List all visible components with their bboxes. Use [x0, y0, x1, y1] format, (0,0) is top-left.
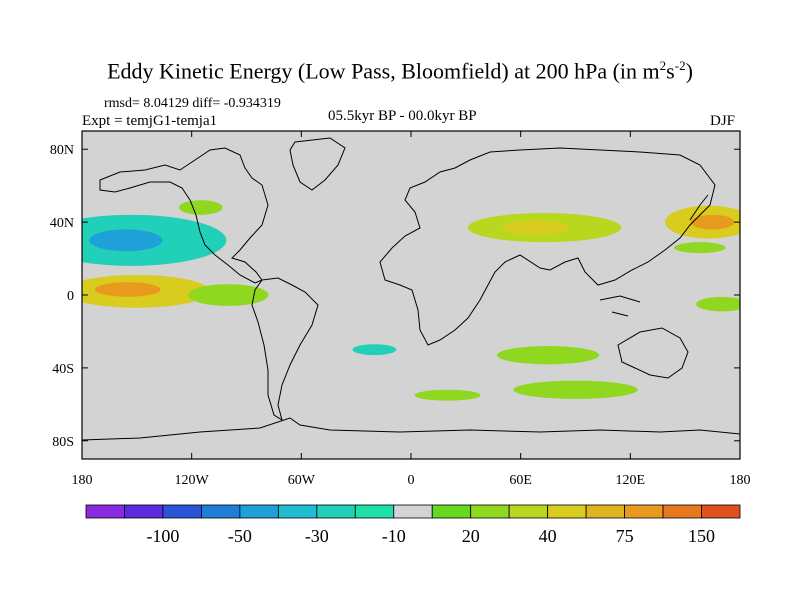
anomaly-east-pacific-positive	[188, 284, 269, 306]
experiment-label: Expt = temjG1-temja1	[82, 113, 218, 129]
anomaly-australia-east-negative	[630, 338, 675, 354]
anomaly-indian-ocean-positive	[496, 346, 600, 365]
colorbar-box	[701, 504, 741, 519]
colorbar-boxes	[85, 504, 741, 519]
lon-label: 180	[730, 473, 751, 488]
stats-text: rmsd= 8.04129 diff= -0.934319	[104, 96, 281, 111]
colorbar-box	[431, 504, 472, 519]
colorbar-box	[662, 504, 702, 519]
anomaly-tropical-pacific-core	[94, 282, 161, 297]
anomaly-canada-positive	[178, 200, 223, 215]
colorbar-label: -50	[228, 526, 252, 546]
anomaly-north-pacific-core	[89, 229, 163, 252]
lon-label: 60W	[288, 473, 316, 488]
colorbar-label: 150	[688, 526, 715, 546]
colorbar-box	[162, 504, 202, 519]
colorbar-box	[470, 504, 510, 519]
period-label: 05.5kyr BP - 00.0kyr BP	[328, 108, 477, 124]
axis-ticks	[81, 131, 741, 459]
anomaly-south-atlantic-positive	[414, 389, 481, 401]
anomaly-southeast-pacific-negative	[82, 358, 152, 377]
anomaly-south-pacific-far-negative	[82, 402, 139, 414]
lon-label: 180	[72, 473, 93, 488]
lat-label: 40N	[50, 216, 74, 231]
colorbar-box	[316, 504, 356, 519]
axis-labels: 80N 40N 0 40S 80S 180 120W 60W 0 60E 120E 180	[50, 143, 751, 488]
colorbar-label: 20	[462, 526, 480, 546]
anomaly-southwest-pacific-positive	[696, 296, 740, 312]
anomaly-arabia-negative	[487, 251, 525, 266]
colorbar-box	[201, 504, 241, 519]
colorbar-box	[547, 504, 587, 519]
colorbar-box	[354, 504, 395, 519]
anomaly-southern-ocean-core	[352, 344, 397, 356]
colorbar-label: -100	[146, 526, 179, 546]
lon-label: 120E	[616, 473, 646, 488]
plot-title: Eddy Kinetic Energy (Low Pass, Bloomfiel…	[107, 58, 693, 84]
anomaly-regions	[82, 143, 740, 414]
colorbar-box	[85, 504, 125, 519]
anomaly-alaska-negative	[82, 178, 137, 193]
lat-label: 80S	[52, 435, 74, 450]
lat-label: 80N	[50, 143, 74, 158]
lon-label: 60E	[509, 473, 532, 488]
colorbar-box	[624, 504, 664, 519]
lat-label: 40S	[52, 362, 74, 377]
lon-label: 0	[408, 473, 415, 488]
colorbar-labels: -100 -50 -30 -10 20 40 75 150	[146, 526, 715, 546]
colorbar-box	[393, 504, 433, 519]
anomaly-north-atlantic-negative	[297, 143, 379, 162]
anomaly-central-asia-core	[502, 220, 569, 235]
colorbar-label: 75	[616, 526, 634, 546]
lon-label: 120W	[175, 473, 210, 488]
colorbar-label: -10	[382, 526, 406, 546]
colorbar-box	[508, 504, 549, 519]
lat-label: 0	[67, 289, 74, 304]
colorbar-label: -30	[305, 526, 329, 546]
season-label: DJF	[710, 113, 736, 129]
anomaly-west-pacific-positive	[674, 242, 726, 254]
colorbar-label: 40	[539, 526, 557, 546]
anomaly-south-pacific-negative	[91, 325, 201, 345]
colorbar-box	[277, 504, 318, 519]
colorbar-box	[239, 504, 279, 519]
anomaly-northwest-pacific-core	[690, 214, 735, 230]
colorbar-box	[124, 504, 164, 519]
colorbar-box	[585, 504, 625, 519]
coastlines	[82, 137, 740, 441]
anomaly-indian-ocean-south-positive	[513, 380, 638, 399]
